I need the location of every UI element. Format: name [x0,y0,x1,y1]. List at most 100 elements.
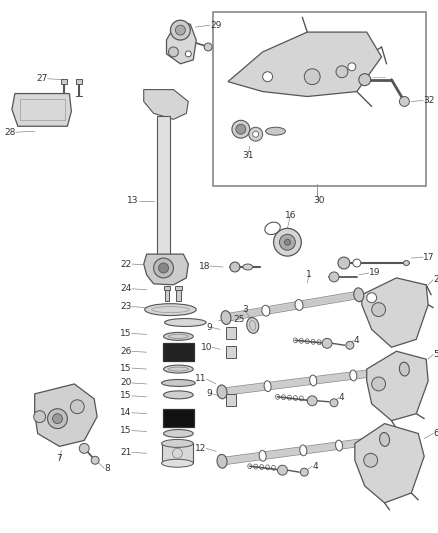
Ellipse shape [163,333,193,341]
Circle shape [253,131,259,137]
Text: 18: 18 [198,262,210,271]
Text: 26: 26 [120,347,132,356]
Text: 12: 12 [195,444,206,453]
Polygon shape [12,94,71,126]
Ellipse shape [403,261,410,265]
Ellipse shape [162,459,193,467]
Bar [226,346,236,358]
Circle shape [353,259,361,267]
Text: 14: 14 [120,408,132,417]
Bar [177,287,181,301]
Ellipse shape [217,385,227,399]
Text: 32: 32 [423,96,434,105]
Ellipse shape [163,391,193,399]
Text: 7: 7 [57,454,62,463]
Circle shape [263,72,272,82]
Circle shape [159,263,169,273]
Text: 10: 10 [201,343,212,352]
Ellipse shape [310,375,317,386]
Ellipse shape [380,433,389,446]
Bar [162,409,194,426]
Circle shape [364,454,378,467]
Circle shape [322,338,332,348]
Text: 17: 17 [423,253,434,262]
Ellipse shape [399,362,410,376]
Text: 15: 15 [120,426,132,435]
Ellipse shape [354,288,364,302]
Text: 4: 4 [339,393,345,402]
Bar [165,287,170,301]
Circle shape [79,443,89,454]
Circle shape [185,51,191,57]
Ellipse shape [162,439,193,447]
Text: 30: 30 [314,196,325,205]
Text: 9: 9 [206,390,212,398]
Bar [226,394,236,406]
Bar [61,79,67,84]
Ellipse shape [350,370,357,381]
Bar [213,12,426,185]
Text: 4: 4 [354,336,360,345]
Ellipse shape [162,379,195,386]
Ellipse shape [163,430,193,438]
Circle shape [230,262,240,272]
Circle shape [330,399,338,407]
Polygon shape [362,278,428,348]
Polygon shape [355,424,424,503]
Text: 23: 23 [120,302,132,311]
Ellipse shape [265,127,286,135]
Bar [162,443,193,463]
Polygon shape [35,384,97,447]
Polygon shape [166,22,196,64]
Text: 6: 6 [433,429,438,438]
Text: 15: 15 [120,329,132,338]
Ellipse shape [259,450,266,461]
Circle shape [348,63,356,71]
Circle shape [91,456,99,464]
Bar [176,286,182,290]
Text: 1: 1 [306,270,312,279]
Bar [20,99,65,120]
Text: 13: 13 [127,196,139,205]
Circle shape [169,47,178,57]
Polygon shape [367,351,428,421]
Text: 4: 4 [312,462,318,471]
Text: 28: 28 [4,128,16,136]
Ellipse shape [295,300,303,310]
Circle shape [304,69,320,85]
Circle shape [372,303,385,317]
Text: 25: 25 [233,315,244,324]
Text: 31: 31 [242,151,254,160]
Text: 15: 15 [120,391,132,400]
Text: 9: 9 [206,323,212,332]
Text: 19: 19 [369,269,380,278]
Circle shape [278,465,287,475]
Text: 24: 24 [120,284,132,293]
Circle shape [359,74,371,86]
Ellipse shape [221,311,231,325]
Ellipse shape [262,305,270,316]
Circle shape [274,228,301,256]
Circle shape [249,127,263,141]
Ellipse shape [145,304,196,316]
Text: 15: 15 [120,364,132,373]
Circle shape [232,120,250,138]
Circle shape [346,341,354,349]
Circle shape [154,258,173,278]
Text: 5: 5 [433,350,438,359]
Ellipse shape [300,445,307,456]
Text: 22: 22 [120,260,132,269]
Text: 3: 3 [242,305,247,314]
Circle shape [399,96,410,107]
Text: 16: 16 [285,211,296,220]
Circle shape [300,468,308,476]
Text: 2: 2 [433,276,438,285]
Circle shape [170,20,190,40]
Circle shape [236,124,246,134]
Ellipse shape [336,440,343,451]
Bar [163,286,170,290]
Ellipse shape [165,319,206,327]
Circle shape [284,239,290,245]
Bar [162,343,194,361]
Circle shape [372,377,385,391]
